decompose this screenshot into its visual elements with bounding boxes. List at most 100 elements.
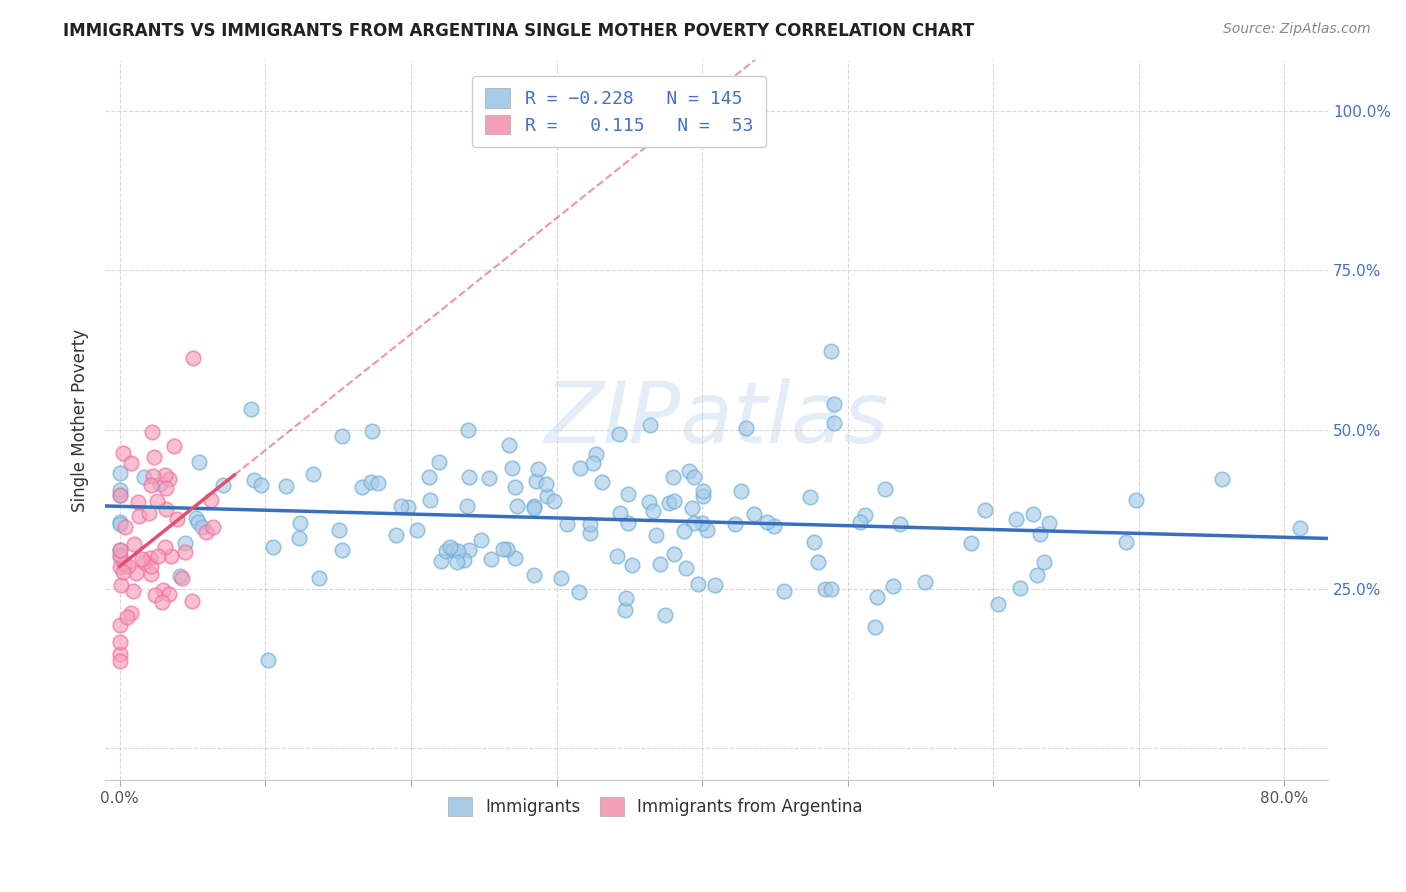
Point <box>609 427 631 442</box>
Point <box>503 551 526 566</box>
Point <box>288 516 311 530</box>
Point <box>523 500 546 515</box>
Point <box>690 516 713 530</box>
Point <box>139 551 162 566</box>
Point <box>148 549 170 563</box>
Point <box>122 583 145 598</box>
Point <box>1005 512 1028 526</box>
Point <box>681 500 703 515</box>
Point <box>112 565 135 579</box>
Point <box>163 439 186 453</box>
Point <box>446 555 468 569</box>
Point <box>496 542 519 557</box>
Point <box>849 515 872 529</box>
Point <box>492 541 515 556</box>
Point <box>152 582 174 597</box>
Point <box>696 523 718 537</box>
Point <box>108 559 131 574</box>
Point <box>249 478 271 492</box>
Point <box>692 489 714 503</box>
Point <box>108 466 131 480</box>
Text: IMMIGRANTS VS IMMIGRANTS FROM ARGENTINA SINGLE MOTHER POVERTY CORRELATION CHART: IMMIGRANTS VS IMMIGRANTS FROM ARGENTINA … <box>63 22 974 40</box>
Point <box>184 511 207 525</box>
Y-axis label: Single Mother Poverty: Single Mother Poverty <box>72 328 89 511</box>
Point <box>173 536 195 550</box>
Point <box>523 499 546 513</box>
Point <box>157 472 180 486</box>
Point <box>1115 534 1137 549</box>
Point <box>814 582 837 596</box>
Point <box>181 594 204 608</box>
Point <box>117 558 139 573</box>
Point <box>579 517 602 532</box>
Point <box>820 344 842 359</box>
Point <box>582 456 605 470</box>
Point <box>637 495 659 509</box>
Point <box>115 609 138 624</box>
Point <box>609 507 631 521</box>
Point <box>149 476 172 491</box>
Point <box>142 468 165 483</box>
Point <box>332 543 354 558</box>
Point <box>201 520 224 534</box>
Point <box>110 654 132 668</box>
Point <box>524 475 547 489</box>
Point <box>108 488 131 502</box>
Point <box>132 555 155 569</box>
Point <box>257 653 280 667</box>
Point <box>195 525 218 540</box>
Point <box>960 536 983 550</box>
Point <box>155 481 177 495</box>
Point <box>141 558 163 573</box>
Point <box>620 558 643 572</box>
Point <box>742 508 765 522</box>
Point <box>111 445 134 459</box>
Point <box>853 508 876 523</box>
Point <box>200 493 222 508</box>
Point <box>613 603 636 617</box>
Point <box>385 528 408 542</box>
Point <box>152 595 174 609</box>
Point <box>142 450 165 464</box>
Point <box>536 489 558 503</box>
Point <box>418 470 440 484</box>
Point <box>557 517 579 532</box>
Point <box>458 470 481 484</box>
Point <box>108 543 131 558</box>
Point <box>470 533 492 547</box>
Point <box>242 473 264 487</box>
Point <box>396 500 419 515</box>
Point <box>1038 516 1060 530</box>
Point <box>974 503 997 517</box>
Point <box>506 499 529 513</box>
Point <box>1033 555 1056 569</box>
Legend: Immigrants, Immigrants from Argentina: Immigrants, Immigrants from Argentina <box>439 788 873 826</box>
Point <box>188 455 211 469</box>
Point <box>683 469 706 483</box>
Point <box>166 512 188 526</box>
Point <box>122 537 145 551</box>
Point <box>606 549 628 563</box>
Point <box>678 465 700 479</box>
Point <box>108 648 131 662</box>
Point <box>350 480 373 494</box>
Point <box>110 578 132 592</box>
Point <box>498 437 520 451</box>
Point <box>441 542 464 557</box>
Point <box>875 482 897 496</box>
Point <box>287 532 309 546</box>
Point <box>389 499 412 513</box>
Point <box>807 555 830 569</box>
Point <box>146 494 169 508</box>
Point <box>328 523 350 537</box>
Point <box>1288 521 1310 535</box>
Point <box>662 469 685 483</box>
Point <box>127 495 149 509</box>
Point <box>125 566 148 580</box>
Point <box>543 494 565 508</box>
Point <box>866 590 889 604</box>
Point <box>139 478 162 492</box>
Point <box>675 561 697 575</box>
Point <box>762 519 785 533</box>
Point <box>112 557 135 571</box>
